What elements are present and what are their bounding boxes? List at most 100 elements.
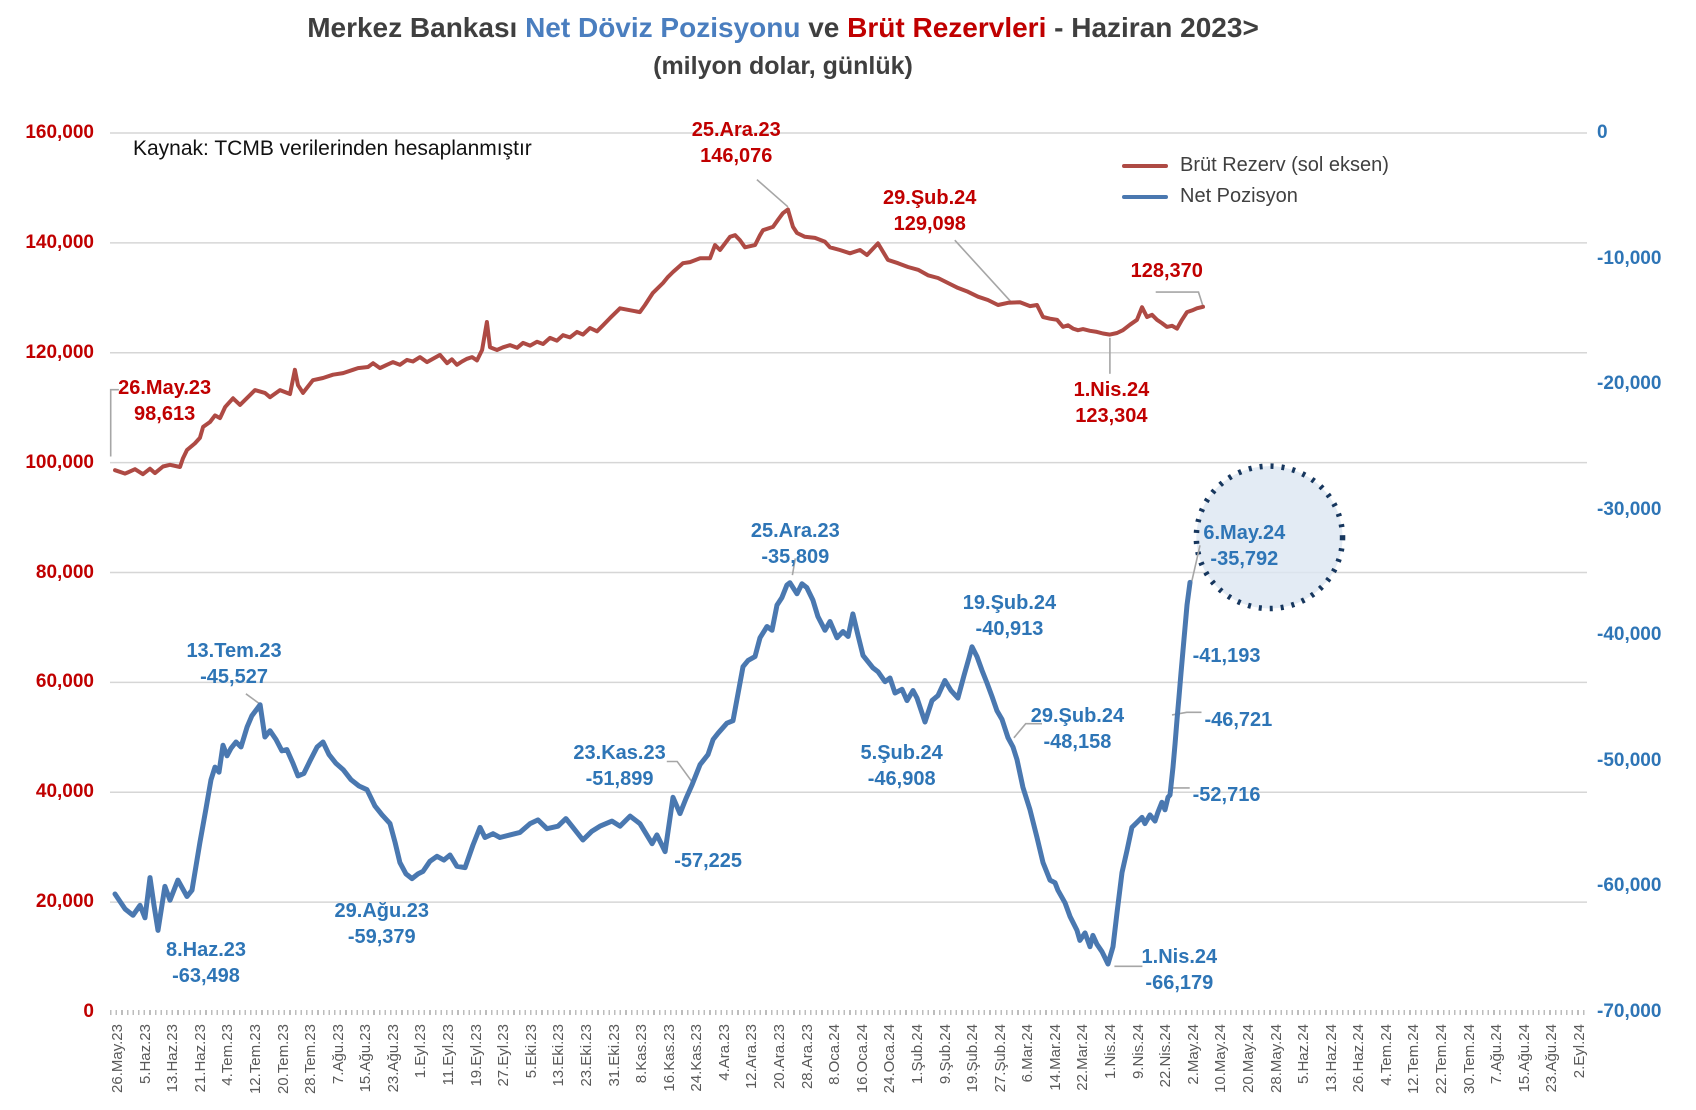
annotation-line: -35,809 xyxy=(761,546,830,568)
left-axis-tick-label: 0 xyxy=(83,1001,94,1022)
annotation-net-pozisyon: 23.Kas.23 -51,899 xyxy=(573,740,665,792)
right-axis-tick-label: -20,000 xyxy=(1597,373,1662,395)
annotation-net-pozisyon: 19.Şub.24 -40,913 xyxy=(963,590,1056,642)
x-axis-tick-label: 30.Tem.24 xyxy=(1460,1024,1478,1095)
annotation-line: 1.Nis.24 xyxy=(1073,379,1150,402)
annotation-leader-line xyxy=(666,760,693,783)
annotation-line: 129,098 xyxy=(893,212,966,235)
right-axis-tick-label: -60,000 xyxy=(1597,875,1662,897)
x-axis-tick-label: 6.Mar.24 xyxy=(1019,1024,1037,1083)
x-axis-tick-label: 8.Oca.24 xyxy=(826,1024,844,1085)
annotation-net-pozisyon: 5.Şub.24 -46,908 xyxy=(861,740,943,792)
annotation-brut-rezerv: 128,370 xyxy=(1131,258,1203,284)
x-axis-tick-label: 23.Eki.23 xyxy=(577,1024,595,1087)
x-axis-tick-label: 24.Kas.23 xyxy=(688,1024,706,1092)
x-axis-tick-label: 1.Eyl.23 xyxy=(412,1024,430,1079)
annotation-line: 29.Ağu.23 xyxy=(334,899,430,922)
left-axis-labels: 160,000 140,000 120,000 100,000 80,000 60,000… xyxy=(0,122,96,1022)
x-axis-tick-label: 14.Mar.24 xyxy=(1046,1024,1064,1091)
annotation-line: 25.Ara.23 xyxy=(750,520,840,542)
x-axis-tick-label: 4.Tem.23 xyxy=(219,1024,237,1086)
annotation-line: -52,716 xyxy=(1192,783,1261,806)
annotation-net-pozisyon: 29.Şub.24 -48,158 xyxy=(1031,703,1124,755)
annotation-line: 123,304 xyxy=(1075,405,1148,428)
x-axis-tick-label: 20.Tem.23 xyxy=(274,1024,292,1095)
annotation-line: -66,179 xyxy=(1145,972,1214,995)
x-axis-tick-label: 16.Kas.23 xyxy=(660,1024,678,1092)
annotation-brut-rezerv: 26.May.23 98,613 xyxy=(118,375,211,427)
right-axis-tick-label: -40,000 xyxy=(1597,624,1662,646)
x-axis-tick-label: 10.May.24 xyxy=(1212,1024,1230,1093)
annotation-line: -57,225 xyxy=(674,849,743,872)
annotation-net-pozisyon: 6.May.24 -35,792 xyxy=(1203,520,1285,572)
annotation-net-pozisyon: 13.Tem.23 -45,527 xyxy=(186,638,281,690)
x-axis-tick-label: 28.Tem.23 xyxy=(302,1024,320,1095)
annotation-net-pozisyon: 29.Ağu.23 -59,379 xyxy=(335,898,429,950)
annotation-line: -59,379 xyxy=(347,925,416,948)
title-part: Brüt Rezervleri xyxy=(847,12,1047,43)
legend-line-swatch xyxy=(1122,194,1168,199)
annotation-line: 26.May.23 xyxy=(118,376,212,399)
annotation-line: 29.Şub.24 xyxy=(1030,704,1125,727)
annotation-net-pozisyon: -52,716 xyxy=(1193,782,1261,808)
annotation-brut-rezerv: 25.Ara.23 146,076 xyxy=(692,117,781,169)
left-axis-tick-label: 100,000 xyxy=(25,451,94,473)
x-axis-tick-label: 12.Tem.24 xyxy=(1405,1024,1423,1095)
source-note: Kaynak: TCMB verilerinden hesaplanmıştır xyxy=(133,137,532,160)
x-axis-tick-label: 23.Ağu.24 xyxy=(1543,1024,1561,1093)
x-axis-tick-label: 13.Eki.23 xyxy=(550,1024,568,1087)
x-axis-tick-label: 22.Nis.24 xyxy=(1157,1024,1175,1088)
x-axis-tick-label: 2.May.24 xyxy=(1184,1024,1202,1085)
annotation-leader-line xyxy=(756,178,789,208)
highlight-circle xyxy=(1193,463,1346,612)
legend-item: Net Pozisyon xyxy=(1122,181,1389,212)
x-axis-tick-label: 1.Şub.24 xyxy=(908,1024,926,1085)
annotation-line: 1.Nis.24 xyxy=(1141,946,1218,969)
x-axis-tick-label: 23.Ağu.23 xyxy=(384,1024,402,1093)
annotation-line: -35,792 xyxy=(1210,547,1279,570)
annotation-line: -41,193 xyxy=(1192,644,1261,667)
left-axis-tick-label: 140,000 xyxy=(25,231,94,253)
x-axis-tick-label: 19.Eyl.23 xyxy=(467,1024,485,1087)
x-axis-tick-label: 20.May.24 xyxy=(1239,1024,1257,1093)
x-axis-tick-label: 4.Ara.23 xyxy=(715,1024,733,1081)
annotation-line: -46,721 xyxy=(1204,708,1273,731)
left-axis-tick-label: 40,000 xyxy=(35,781,94,803)
annotation-line: 146,076 xyxy=(700,145,773,168)
x-axis-tick-label: 15.Ağu.24 xyxy=(1515,1024,1533,1093)
x-axis-tick-label: 13.Haz.24 xyxy=(1322,1024,1340,1093)
x-axis-tick-label: 2.Eyl.24 xyxy=(1571,1024,1588,1079)
annotation-line: -51,899 xyxy=(585,767,654,790)
title-part: ve xyxy=(800,12,848,43)
plot-svg xyxy=(109,132,1587,968)
left-axis-tick-label: 120,000 xyxy=(25,341,94,363)
x-axis-tick-strip xyxy=(110,1010,1587,1015)
x-axis-tick-label: 5.Eki.23 xyxy=(522,1024,540,1079)
x-axis-tick-label: 12.Ara.23 xyxy=(743,1024,761,1090)
annotation-line: 29.Şub.24 xyxy=(883,186,977,209)
annotation-leader-line xyxy=(1190,545,1201,585)
annotation-line: 19.Şub.24 xyxy=(962,592,1057,615)
x-axis-tick-label: 16.Oca.24 xyxy=(853,1024,871,1094)
x-axis-tick-label: 5.Haz.24 xyxy=(1295,1024,1313,1085)
x-axis-tick-label: 11.Eyl.23 xyxy=(440,1024,458,1086)
annotation-line: 8.Haz.23 xyxy=(165,939,247,962)
right-axis-labels: 0 -10,000 -20,000 -30,000 -40,000 -50,000 -60,… xyxy=(1597,122,1696,1022)
annotation-line: 23.Kas.23 xyxy=(573,741,666,764)
x-axis-tick-label: 19.Şub.24 xyxy=(964,1024,982,1093)
annotation-line: -45,527 xyxy=(200,666,268,689)
annotation-net-pozisyon: -46,721 xyxy=(1204,707,1272,733)
annotation-leader-line xyxy=(1155,291,1204,307)
chart-subtitle: (milyon dolar, günlük) xyxy=(653,52,913,80)
legend-label: Brüt Rezerv (sol eksen) xyxy=(1180,154,1389,176)
annotation-line: 98,613 xyxy=(134,402,196,425)
annotation-net-pozisyon: -57,225 xyxy=(674,848,742,874)
x-axis-tick-label: 26.Haz.24 xyxy=(1350,1024,1368,1093)
legend-line-swatch xyxy=(1122,163,1168,168)
plot-area: 26.May.23 98,613 25.Ara.23 146,076 29.Şub.24… xyxy=(109,119,1587,1012)
x-axis-tick-label: 7.Ağu.24 xyxy=(1488,1024,1506,1085)
legend-label: Net Pozisyon xyxy=(1180,185,1298,207)
title-part: Net Döviz Pozisyonu xyxy=(525,12,801,43)
x-axis-tick-label: 5.Haz.23 xyxy=(136,1024,154,1085)
annotation-net-pozisyon: 25.Ara.23 -35,809 xyxy=(751,518,840,570)
